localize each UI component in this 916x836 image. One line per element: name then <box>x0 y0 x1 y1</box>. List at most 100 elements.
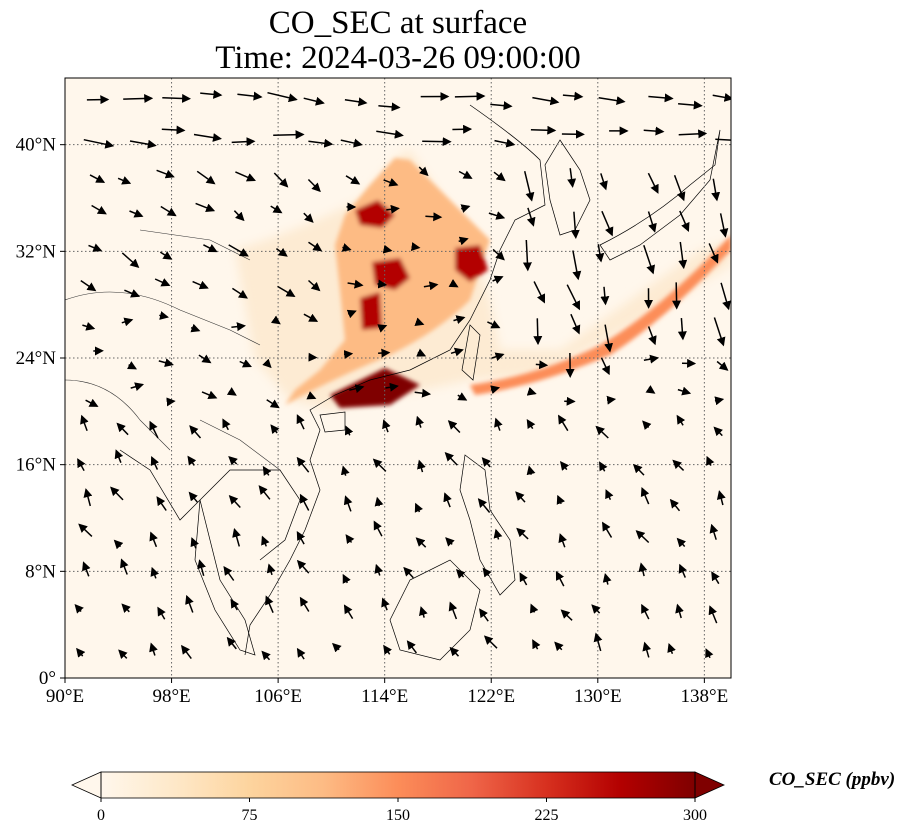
wind-arrow <box>708 243 719 264</box>
wind-arrow <box>493 171 506 182</box>
wind-arrow <box>345 175 361 185</box>
wind-arrow <box>273 172 289 188</box>
wind-arrow <box>558 414 569 432</box>
wind-arrow <box>228 244 249 257</box>
wind-arrow <box>83 488 93 507</box>
wind-arrow <box>117 176 132 185</box>
coastline-indochina <box>119 449 301 561</box>
wind-arrow <box>235 171 256 182</box>
wind-arrow <box>601 210 614 237</box>
coastline-malay-peninsula <box>194 499 256 656</box>
wind-arrow <box>643 126 665 136</box>
colorbar-extend-max <box>694 771 725 799</box>
wind-arrow <box>126 361 138 370</box>
wind-arrow <box>149 420 159 439</box>
wind-arrow <box>150 456 160 470</box>
wind-arrow <box>162 93 192 103</box>
wind-arrow <box>678 129 708 139</box>
wind-arrow <box>457 392 468 401</box>
coastline-east-asia <box>244 104 546 656</box>
wind-arrow <box>378 102 401 112</box>
wind-arrow <box>270 315 281 325</box>
plot-title: CO_SEC at surface <box>268 5 528 41</box>
wind-arrow <box>343 604 354 619</box>
wind-arrow <box>641 603 650 620</box>
wind-arrow <box>166 397 176 407</box>
wind-arrow <box>443 492 452 508</box>
wind-arrow <box>642 641 652 658</box>
wind-arrow <box>116 422 129 436</box>
wind-arrow <box>161 125 186 135</box>
wind-arrow <box>382 244 393 254</box>
wind-arrow <box>158 358 174 367</box>
wind-arrow <box>349 384 365 394</box>
co-hotspot-south <box>330 368 420 408</box>
wind-arrow <box>273 130 305 140</box>
wind-arrow <box>530 125 557 135</box>
wind-arrow <box>493 528 503 540</box>
map-frame <box>64 77 732 679</box>
wind-arrow <box>555 570 565 587</box>
wind-arrow <box>275 247 288 257</box>
wind-arrow <box>415 537 427 548</box>
wind-arrow <box>303 212 314 223</box>
wind-arrow <box>414 317 425 327</box>
wind-arrow <box>448 601 458 620</box>
wind-arrow <box>149 642 158 656</box>
wind-arrow <box>308 241 323 252</box>
wind-arrow <box>595 425 609 439</box>
wind-arrow <box>258 485 271 500</box>
wind-arrow <box>673 174 686 202</box>
wind-arrow <box>231 137 256 147</box>
wind-arrow <box>713 317 726 347</box>
wind-arrow <box>647 326 657 346</box>
wind-arrow <box>130 382 145 392</box>
wind-arrow <box>454 91 486 101</box>
wind-arrow <box>676 537 687 548</box>
wind-arrow <box>89 174 106 183</box>
wind-arrow <box>83 138 115 149</box>
wind-arrow <box>709 523 719 540</box>
wind-arrow <box>643 354 660 364</box>
wind-arrow <box>414 502 424 513</box>
wind-arrow <box>121 252 140 268</box>
wind-arrow <box>187 455 197 466</box>
wind-arrow <box>344 425 354 436</box>
wind-arrow <box>599 173 608 191</box>
lon-tick-label: 98°E <box>152 686 190 707</box>
wind-arrow <box>417 459 426 473</box>
wind-arrow <box>645 385 656 394</box>
wind-arrow <box>708 605 718 624</box>
wind-arrow <box>342 573 351 584</box>
wind-arrow <box>373 520 383 537</box>
wind-arrow <box>296 559 310 574</box>
latitude-axis: 0° 8°N 16°N 24°N 32°N 40°N <box>16 135 65 689</box>
wind-arrow <box>711 571 720 585</box>
wind-arrow <box>80 279 97 292</box>
wind-arrow <box>562 91 584 101</box>
colorbar-extend-min <box>71 771 102 799</box>
wind-arrow <box>377 279 388 289</box>
wind-arrow <box>383 644 392 655</box>
wind-arrow <box>157 606 166 620</box>
wind-arrow <box>113 539 124 550</box>
wind-arrow <box>382 419 391 433</box>
wind-arrow <box>490 385 501 394</box>
coastline-philippines <box>459 454 516 596</box>
wind-arrow <box>124 289 141 298</box>
lon-tick-label: 106°E <box>254 686 302 707</box>
wind-arrow <box>159 251 173 260</box>
wind-arrow <box>526 419 536 430</box>
wind-arrow <box>265 595 274 613</box>
wind-arrow <box>523 171 535 202</box>
wind-arrow <box>403 566 414 579</box>
wind-arrow <box>530 603 539 614</box>
wind-arrow <box>121 603 131 614</box>
wind-arrow <box>340 465 350 476</box>
lat-tick-label: 16°N <box>16 455 57 476</box>
wind-arrow <box>600 357 610 376</box>
wind-arrow <box>340 138 363 148</box>
wind-arrow <box>239 359 252 368</box>
wind-vectors <box>74 89 731 661</box>
wind-arrow <box>712 92 731 102</box>
